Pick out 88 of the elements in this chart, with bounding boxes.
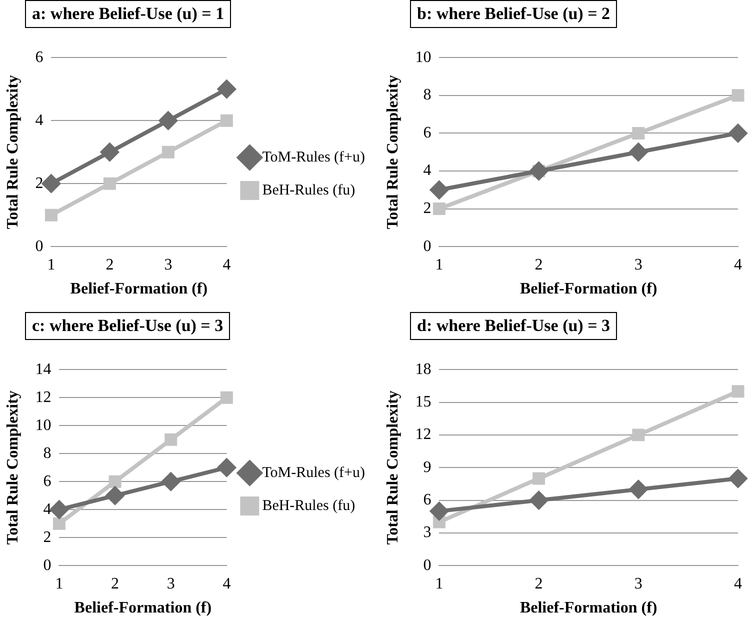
y-tick-label: 4 — [35, 112, 44, 129]
x-tick-label: 3 — [634, 575, 642, 592]
y-tick-label: 0 — [35, 238, 44, 255]
x-axis-title: Belief-Formation (f) — [520, 280, 658, 298]
x-tick-label: 3 — [634, 256, 642, 274]
y-tick-label: 8 — [423, 86, 432, 104]
legend-label: BeH-Rules (fu) — [262, 182, 356, 198]
x-tick-label: 2 — [534, 256, 543, 274]
point — [42, 174, 60, 193]
point — [629, 143, 648, 162]
chart-title: a: where Belief-Use (u) = 1 — [25, 0, 232, 28]
x-tick-label: 4 — [222, 575, 231, 592]
point — [632, 126, 645, 140]
point — [430, 502, 448, 520]
y-tick-label: 12 — [415, 426, 432, 444]
point — [629, 480, 648, 498]
y-tick-label: 2 — [35, 174, 44, 192]
x-tick-label: 1 — [55, 575, 64, 592]
x-tick-label: 1 — [435, 575, 444, 592]
point — [162, 472, 180, 491]
y-tick-label: 0 — [423, 556, 432, 574]
point — [44, 208, 58, 222]
x-tick-label: 4 — [734, 575, 742, 592]
point — [732, 385, 744, 398]
y-tick-label: 2 — [423, 200, 432, 218]
x-tick-label: 4 — [222, 256, 231, 274]
x-tick-label: 3 — [164, 256, 172, 274]
legend-label: ToM-Rules (f+u) — [262, 149, 366, 166]
y-tick-label: 10 — [415, 48, 432, 66]
y-axis-title: Total Rule Complexity — [384, 75, 402, 230]
y-tick-label: 12 — [35, 388, 52, 406]
point — [103, 177, 116, 190]
y-tick-label: 14 — [35, 360, 52, 378]
point — [164, 433, 178, 446]
point — [218, 80, 236, 98]
x-tick-label: 1 — [47, 256, 56, 274]
y-axis-title: Total Rule Complexity — [384, 390, 402, 545]
x-tick-label: 2 — [111, 575, 120, 592]
point — [729, 469, 747, 488]
y-tick-label: 0 — [423, 238, 432, 255]
chart-title: b: where Belief-Use (u) = 2 — [410, 0, 618, 28]
point — [632, 428, 645, 442]
x-axis-title: Belief-Formation (f) — [520, 600, 658, 617]
y-tick-label: 6 — [35, 48, 44, 66]
point — [432, 516, 446, 528]
point — [108, 475, 122, 488]
point — [532, 472, 546, 485]
point — [732, 89, 744, 102]
point — [52, 517, 66, 530]
y-tick-label: 9 — [423, 458, 432, 476]
y-axis-title: Total Rule Complexity — [4, 390, 22, 545]
x-axis-title: Belief-Formation (f) — [74, 600, 212, 617]
y-tick-label: 0 — [43, 556, 52, 574]
point — [530, 162, 548, 180]
chart-title: d: where Belief-Use (u) = 3 — [410, 312, 618, 340]
legend-label: ToM-Rules (f+u) — [262, 464, 366, 481]
y-tick-label: 4 — [423, 162, 432, 180]
y-axis-title: Total Rule Complexity — [4, 75, 22, 230]
y-tick-label: 6 — [423, 124, 432, 142]
point — [530, 491, 548, 510]
x-axis-title: Belief-Formation (f) — [70, 280, 208, 298]
y-tick-label: 8 — [43, 444, 52, 462]
point — [162, 146, 174, 158]
y-tick-label: 10 — [35, 416, 52, 434]
point — [218, 458, 236, 477]
x-tick-label: 2 — [106, 256, 114, 274]
y-tick-label: 4 — [43, 500, 52, 518]
x-tick-label: 4 — [734, 256, 742, 274]
legend-label: BeH-Rules (fu) — [262, 498, 356, 514]
y-tick-label: 3 — [423, 524, 432, 542]
x-tick-label: 2 — [534, 575, 543, 592]
point — [50, 500, 68, 519]
y-tick-label: 6 — [423, 491, 432, 508]
point — [100, 143, 119, 162]
point — [220, 391, 233, 404]
point — [729, 124, 747, 142]
y-tick-label: 18 — [415, 360, 432, 378]
point — [430, 180, 448, 199]
point — [432, 202, 446, 216]
point — [220, 114, 233, 127]
point — [159, 112, 178, 130]
point — [106, 486, 124, 505]
x-tick-label: 1 — [435, 256, 444, 274]
y-tick-label: 2 — [43, 528, 52, 546]
chart-title: c: where Belief-Use (u) = 3 — [25, 312, 230, 340]
y-tick-label: 15 — [415, 393, 432, 410]
y-tick-label: 6 — [43, 472, 52, 490]
x-tick-label: 3 — [166, 575, 175, 592]
